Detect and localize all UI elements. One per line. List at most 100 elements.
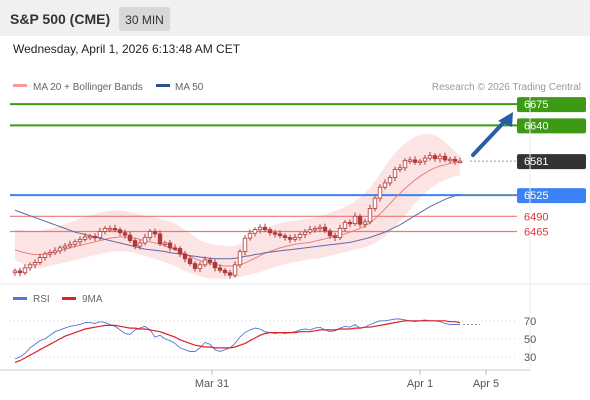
candle	[422, 155, 428, 165]
candle	[12, 268, 18, 276]
candle-body	[247, 232, 253, 239]
level-label-6525: 6525	[524, 190, 548, 202]
header-bar	[0, 0, 590, 36]
candle-body	[372, 197, 378, 209]
candle-body	[237, 251, 243, 266]
level-label-6465: 6465	[524, 226, 548, 238]
candle	[97, 227, 103, 240]
candle-body	[447, 158, 453, 162]
candle-body	[167, 242, 173, 249]
candle	[217, 264, 223, 273]
candle-body	[182, 253, 188, 260]
candle	[227, 269, 233, 279]
level-tags: 6675 6640 6581 6525 6490 6465	[517, 97, 586, 238]
candle-body	[152, 231, 158, 235]
candle-body	[102, 228, 108, 232]
candle	[427, 152, 433, 161]
candle	[457, 157, 463, 164]
x-axis: Mar 31 Apr 1 Apr 5	[195, 370, 499, 390]
candle	[287, 234, 293, 243]
x-tick-label: Apr 1	[407, 378, 433, 390]
arrow-shaft	[471, 119, 507, 157]
candle	[292, 233, 298, 242]
level-tag-6675	[517, 97, 586, 113]
candle	[417, 158, 423, 166]
candle	[212, 259, 218, 272]
candle-body	[177, 248, 183, 255]
level-label-6490: 6490	[524, 211, 548, 223]
candle-body	[17, 270, 23, 274]
candle	[372, 195, 378, 212]
instrument-title: S&P 500 (CME)	[10, 11, 110, 27]
candle	[22, 264, 28, 276]
candle	[177, 246, 183, 257]
candle-body	[272, 232, 278, 235]
ma50-line	[14, 194, 461, 260]
candle	[142, 233, 148, 246]
candle-body	[37, 257, 43, 263]
candle-body	[72, 241, 78, 245]
candle-body	[27, 264, 33, 269]
candle	[167, 239, 173, 252]
level-label-6675: 6675	[524, 99, 548, 111]
candle-body	[192, 263, 198, 269]
candle	[267, 227, 273, 236]
x-tick-label: Apr 5	[473, 378, 499, 390]
candle-body	[327, 230, 333, 237]
candle	[332, 232, 338, 242]
candle-body	[197, 264, 203, 269]
candle	[272, 229, 278, 238]
candle	[407, 156, 413, 165]
candle	[232, 261, 238, 278]
candle-body	[377, 186, 383, 199]
candle-body	[207, 259, 213, 263]
candle	[257, 224, 263, 234]
candle	[247, 229, 253, 241]
candle-body	[442, 155, 448, 161]
candle	[162, 240, 168, 247]
candle	[157, 230, 163, 247]
candle-body	[337, 228, 343, 238]
level-label-6581: 6581	[524, 156, 548, 168]
candle-body	[352, 215, 358, 224]
candle-body	[42, 253, 48, 258]
candle	[392, 166, 398, 182]
candle-body	[437, 155, 443, 160]
x-tick-label: Mar 31	[195, 378, 229, 390]
candle	[352, 212, 358, 227]
candle	[187, 255, 193, 267]
candle-body	[362, 221, 368, 225]
candle-body	[342, 221, 348, 229]
candle	[82, 233, 88, 242]
candle-body	[317, 226, 323, 230]
candle	[132, 238, 138, 250]
timeframe-button[interactable]	[119, 7, 170, 31]
candle-body	[412, 159, 418, 163]
candle-body	[57, 247, 63, 252]
candle	[347, 219, 353, 228]
candle	[147, 229, 153, 241]
candle-body	[142, 237, 148, 244]
candle	[447, 156, 453, 163]
candle-body	[122, 232, 128, 236]
candle	[387, 175, 393, 186]
candle	[222, 267, 228, 276]
candle	[342, 219, 348, 232]
candle-body	[22, 267, 28, 274]
candle-body	[202, 259, 208, 266]
candle	[412, 156, 418, 165]
candle	[382, 179, 388, 190]
candle	[357, 213, 363, 228]
candle	[312, 226, 318, 233]
price-levels	[10, 103, 517, 233]
candle	[152, 228, 158, 238]
candle	[52, 247, 58, 256]
candle	[297, 232, 303, 241]
candle	[202, 256, 208, 268]
candle-body	[287, 237, 293, 240]
candle-body	[312, 228, 318, 231]
candle-body	[302, 231, 308, 235]
candle-body	[397, 167, 403, 171]
